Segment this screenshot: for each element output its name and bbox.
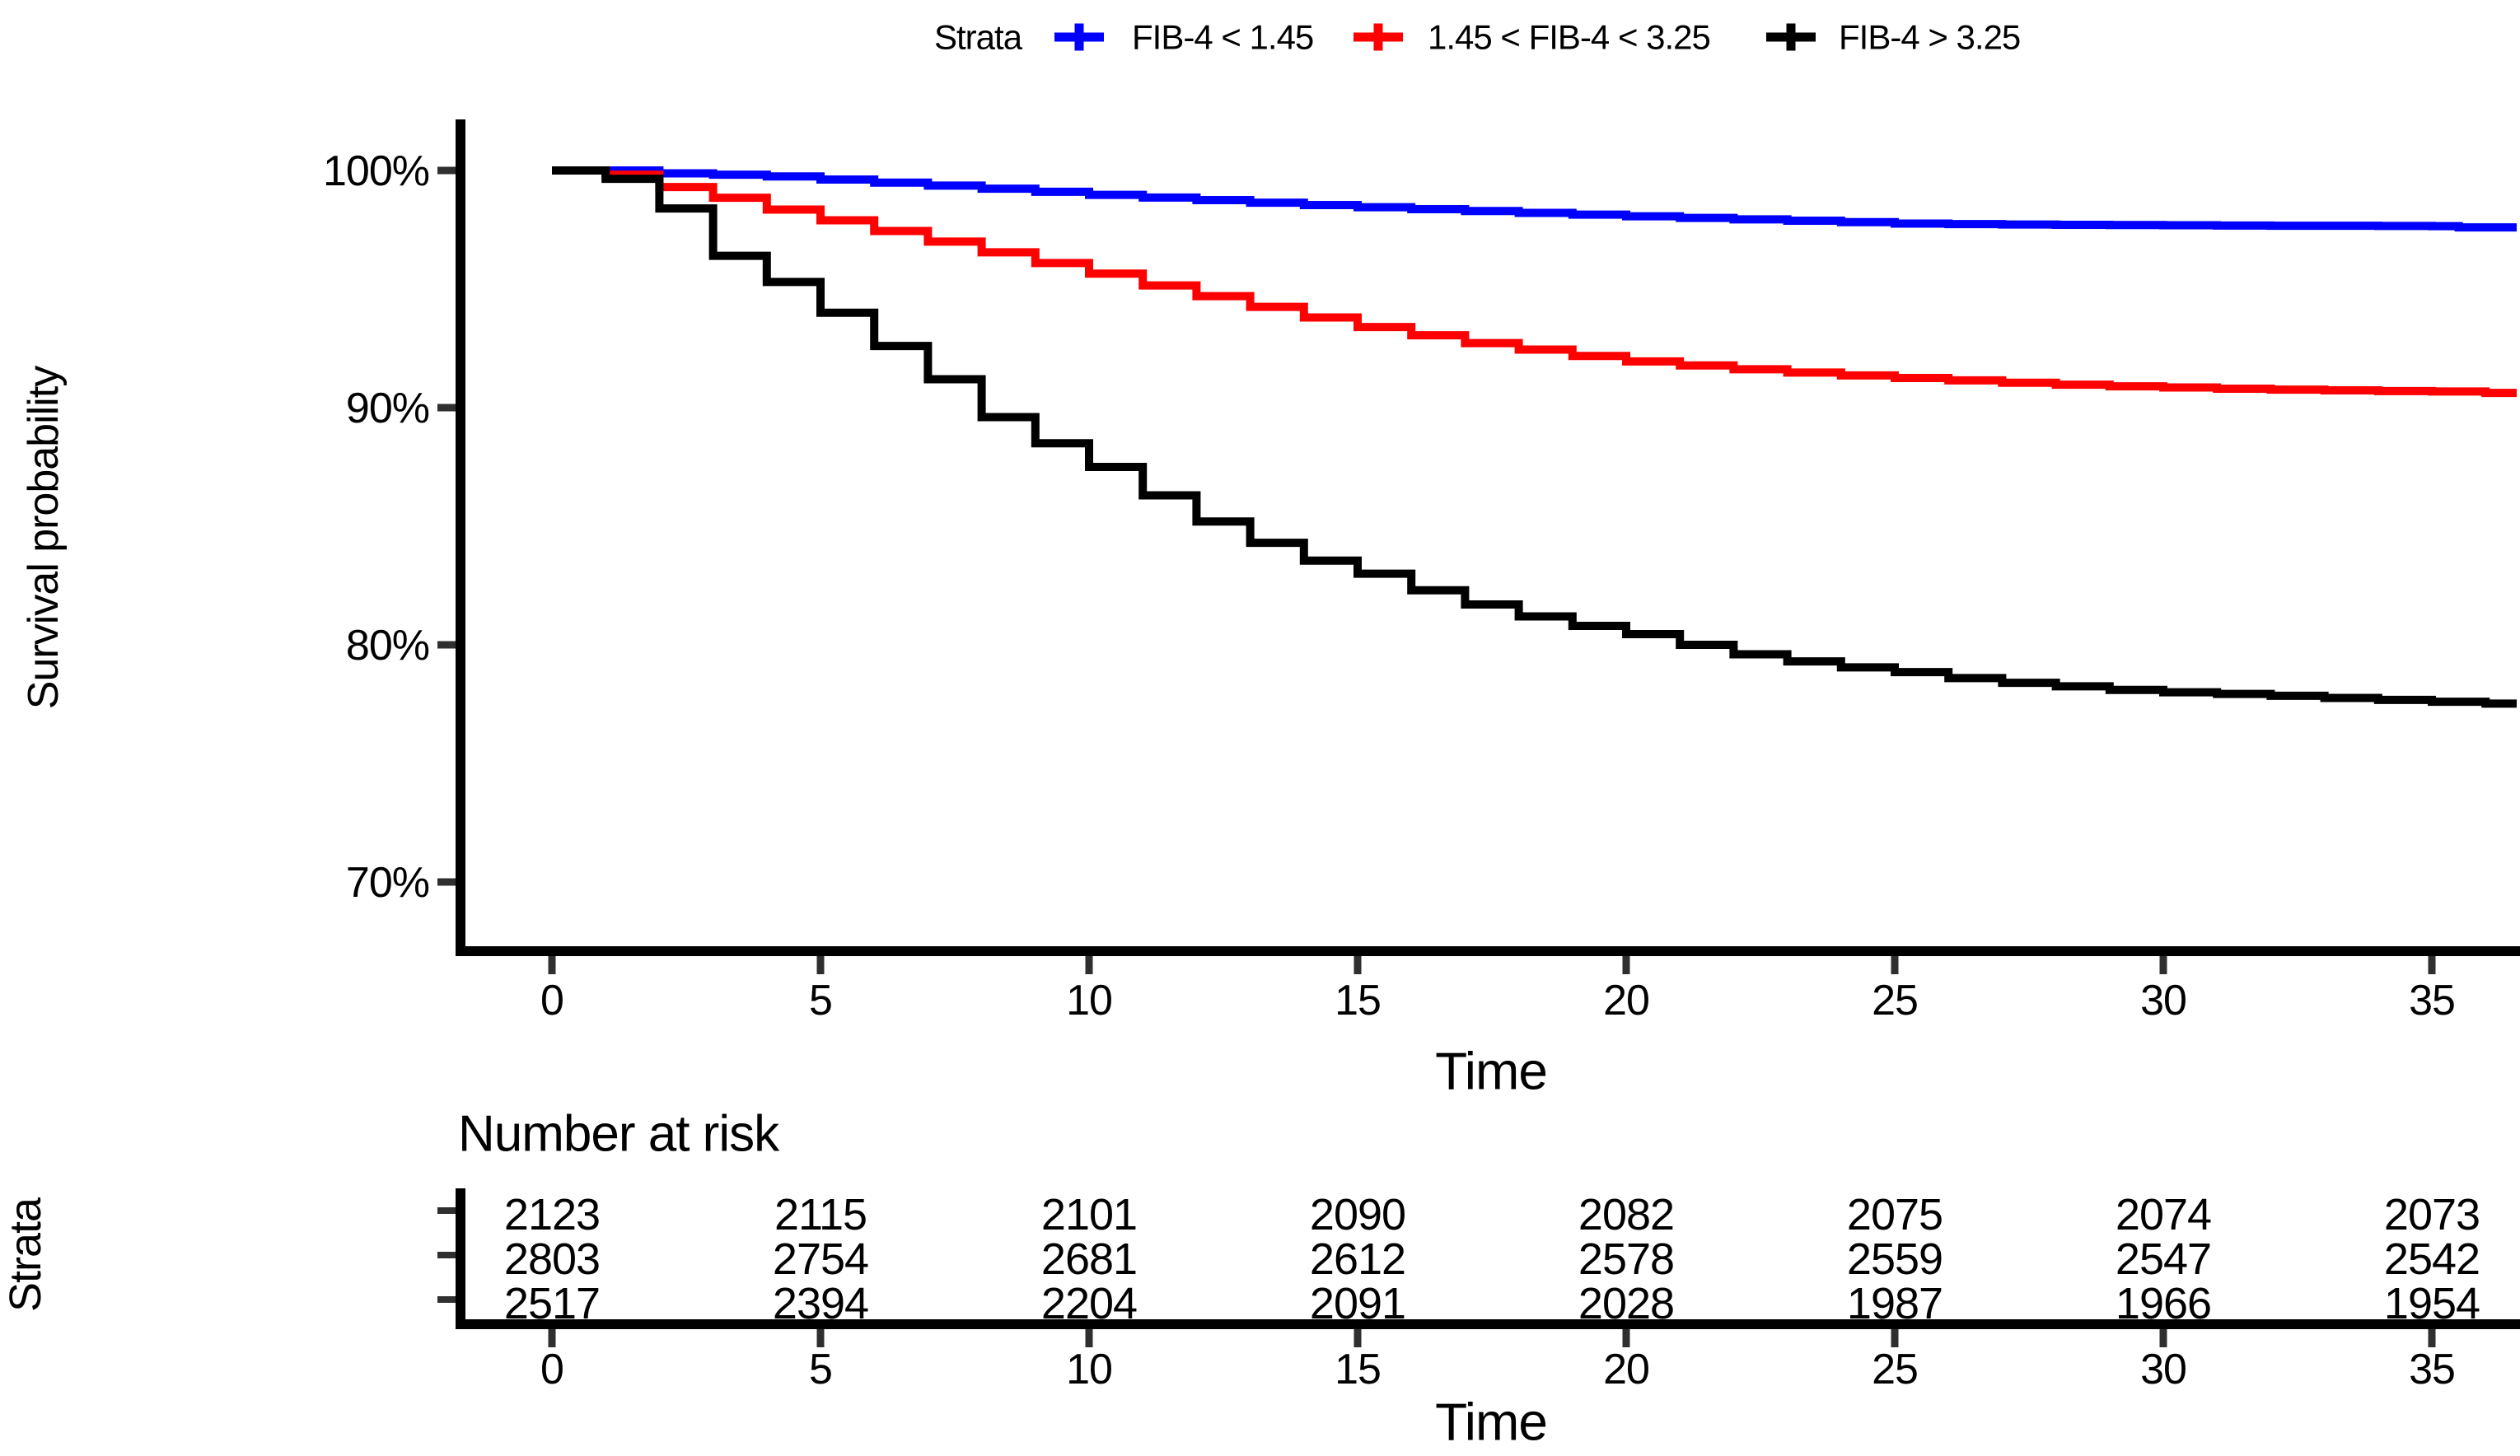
- risk-row-tick: [437, 1207, 456, 1214]
- risk-value: 2542: [2384, 1234, 2480, 1284]
- x-tick: [2428, 956, 2436, 974]
- risk-value: 1954: [2384, 1279, 2480, 1328]
- legend-item-label: 1.45 < FIB-4 < 3.25: [1428, 18, 1710, 57]
- risk-x-tick: [1891, 1329, 1899, 1347]
- risk-value: 2559: [1847, 1234, 1943, 1284]
- risk-value: 2204: [1041, 1279, 1137, 1328]
- x-tick-label: 35: [2409, 977, 2455, 1024]
- x-tick-label: 10: [1066, 977, 1112, 1024]
- risk-x-axis-ticks: 0 5 10 15 20 25 30 35: [540, 1329, 2456, 1393]
- risk-x-tick-label: 35: [2409, 1346, 2455, 1393]
- risk-row-tick: [437, 1252, 456, 1258]
- risk-value: 2101: [1041, 1190, 1137, 1239]
- survival-curve-0: [552, 166, 2517, 232]
- risk-row-tick: [437, 1296, 456, 1303]
- risk-value: 1966: [2116, 1279, 2211, 1328]
- y-tick: [437, 641, 456, 649]
- survival-curves: [552, 166, 2517, 708]
- risk-x-tick: [2428, 1329, 2436, 1347]
- y-tick: [437, 404, 456, 412]
- legend-item-label: FIB-4 > 3.25: [1839, 18, 2020, 57]
- risk-x-tick: [1622, 1329, 1630, 1347]
- risk-x-tick: [2159, 1329, 2167, 1347]
- risk-value: 2075: [1847, 1190, 1943, 1239]
- risk-x-tick: [816, 1329, 825, 1347]
- y-tick-label: 90%: [346, 385, 429, 432]
- risk-value: 2028: [1578, 1279, 1674, 1328]
- y-tick: [437, 878, 456, 886]
- y-axis-ticks: 100% 90% 80% 70%: [323, 147, 456, 907]
- risk-value: 2547: [2116, 1234, 2211, 1284]
- main-plot: Survival probability 100% 90% 80% 70% 0 5 10 1…: [20, 119, 2520, 1100]
- x-tick: [2159, 956, 2167, 974]
- risk-value: 1987: [1847, 1279, 1943, 1328]
- y-axis-title: Survival probability: [20, 366, 68, 709]
- risk-x-tick-label: 10: [1066, 1346, 1112, 1393]
- y-tick-label: 70%: [346, 859, 429, 907]
- risk-value: 2091: [1310, 1279, 1405, 1328]
- survival-curve-1: [552, 166, 2517, 398]
- x-tick-label: 15: [1335, 977, 1381, 1024]
- risk-x-tick-label: 30: [2140, 1346, 2186, 1393]
- risk-value: 2090: [1310, 1190, 1405, 1239]
- y-axis-line: [456, 119, 465, 956]
- x-axis-ticks: 0 5 10 15 20 25 30 35: [540, 956, 2456, 1024]
- risk-x-tick-label: 25: [1872, 1346, 1918, 1393]
- risk-value: 2681: [1041, 1234, 1137, 1284]
- y-tick-label: 80%: [346, 622, 429, 670]
- risk-value: 2073: [2384, 1190, 2480, 1239]
- x-tick-label: 30: [2140, 977, 2186, 1024]
- risk-rows: 2123 2115 2101 2090 2082 2075 2074 2073 2803 2754…: [437, 1190, 2480, 1328]
- risk-value: 2578: [1578, 1234, 1674, 1284]
- survival-curve-2: [552, 166, 2517, 708]
- legend: Strata FIB-4 < 1.45 1.45 < FIB-4 < 3.25 …: [934, 18, 2021, 57]
- x-axis-line: [456, 946, 2520, 956]
- risk-value: 2123: [504, 1190, 600, 1239]
- legend-key-plus-icon: [1054, 23, 1104, 51]
- risk-value: 2517: [504, 1279, 600, 1328]
- risk-value: 2754: [773, 1234, 868, 1284]
- risk-x-tick: [548, 1329, 556, 1347]
- x-tick: [1085, 956, 1093, 974]
- risk-table-title: Number at risk: [458, 1106, 780, 1163]
- risk-x-axis-line: [456, 1319, 2520, 1329]
- y-tick-label: 100%: [323, 147, 429, 195]
- x-tick-label: 5: [809, 977, 832, 1024]
- risk-x-tick-label: 5: [809, 1346, 832, 1393]
- x-tick-label: 25: [1872, 977, 1918, 1024]
- x-tick: [548, 956, 556, 974]
- risk-value: 2074: [2116, 1190, 2211, 1239]
- x-tick: [1354, 956, 1362, 974]
- x-tick: [816, 956, 825, 974]
- x-tick: [1622, 956, 1630, 974]
- risk-y-axis-line: [456, 1188, 465, 1329]
- risk-value: 2612: [1310, 1234, 1405, 1284]
- risk-x-tick: [1085, 1329, 1093, 1347]
- legend-key-plus-icon: [1766, 23, 1816, 51]
- risk-value: 2115: [774, 1190, 867, 1239]
- risk-table-y-axis-title: Strata: [1, 1197, 50, 1312]
- legend-item-label: FIB-4 < 1.45: [1132, 18, 1313, 57]
- risk-x-tick-label: 20: [1603, 1346, 1649, 1393]
- risk-value: 2803: [504, 1234, 600, 1284]
- y-tick: [437, 166, 456, 175]
- risk-x-tick-label: 0: [540, 1346, 563, 1393]
- risk-value: 2082: [1578, 1190, 1674, 1239]
- x-tick-label: 0: [540, 977, 563, 1024]
- risk-x-axis-title: Time: [1435, 1392, 1547, 1451]
- legend-title: Strata: [934, 18, 1023, 57]
- legend-key-plus-icon: [1354, 23, 1403, 51]
- risk-value: 2394: [773, 1279, 868, 1328]
- risk-x-tick-label: 15: [1335, 1346, 1381, 1393]
- risk-x-tick: [1354, 1329, 1362, 1347]
- x-tick-label: 20: [1603, 977, 1649, 1024]
- x-axis-title: Time: [1435, 1041, 1547, 1100]
- x-tick: [1891, 956, 1899, 974]
- risk-table: Number at risk Strata 2123 2115 2101 2090 20…: [1, 1106, 2520, 1451]
